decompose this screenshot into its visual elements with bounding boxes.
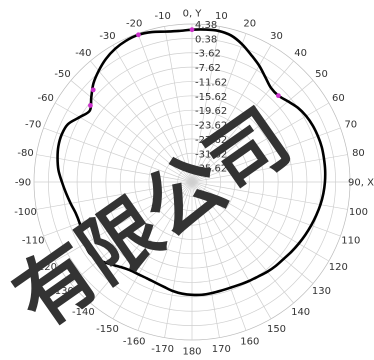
angle-tick-label: 0, Y — [183, 9, 203, 20]
grid-spoke — [191, 181, 330, 262]
grid-spoke — [191, 33, 247, 183]
radial-tick-label: -11.62 — [195, 77, 227, 88]
angle-tick-label: -10 — [154, 11, 170, 22]
radial-tick-label: 0.38 — [195, 34, 217, 45]
angle-tick-label: 130 — [312, 286, 331, 297]
series-layer — [56, 28, 327, 297]
radial-tick-label: -15.62 — [195, 92, 227, 103]
angle-tick-label: -170 — [151, 344, 174, 355]
angle-tick-label: -160 — [123, 336, 146, 347]
grid-spoke — [191, 26, 220, 183]
angle-tick-label: 170 — [212, 344, 231, 355]
angle-tick-label: -80 — [17, 148, 33, 159]
grid-spoke — [191, 44, 272, 183]
radial-tick-label: -35.62 — [195, 164, 227, 175]
grid-spoke — [191, 181, 314, 284]
grid-spoke — [36, 154, 193, 183]
angle-tick-label: 90, X — [348, 178, 374, 189]
data-marker — [275, 93, 281, 99]
angle-tick-label: -110 — [22, 235, 45, 246]
grid-spoke — [191, 60, 294, 183]
angle-tick-label: -90 — [15, 178, 31, 189]
angle-tick-label: 140 — [291, 307, 310, 318]
radial-tick-label: -31.62 — [195, 149, 227, 160]
pattern-trace — [56, 28, 327, 297]
grid-spoke — [54, 181, 193, 262]
radial-tick-label: 4.38 — [195, 20, 217, 31]
data-marker — [90, 87, 96, 93]
grid-spoke — [43, 181, 193, 237]
grid-spoke — [54, 102, 193, 183]
radial-tick-label: -19.62 — [195, 106, 227, 117]
angle-labels: 0, Y 10 20 30 40 50 60 70 80 90, X 100 110 120 130140… — [14, 9, 374, 358]
angle-tick-label: 180 — [182, 347, 201, 358]
radial-tick-label: -3.62 — [195, 49, 221, 60]
radial-tick-labels: 4.38 0.38 -3.62 -7.62 -11.62 -15.62 -19.62 -23.… — [195, 20, 227, 175]
angle-tick-label: 50 — [315, 69, 328, 80]
angle-tick-label: 150 — [267, 324, 286, 335]
angle-tick-label: 100 — [349, 207, 368, 218]
polar-grid — [33, 23, 351, 341]
data-marker — [136, 32, 141, 38]
angle-tick-label: -150 — [96, 324, 119, 335]
grid-spoke — [164, 26, 193, 183]
grid-spoke — [191, 181, 220, 338]
grid-spoke — [191, 127, 341, 183]
grid-spoke — [43, 127, 193, 183]
angle-tick-label: -100 — [14, 207, 37, 218]
grid-spoke — [112, 181, 193, 320]
radial-tick-label: -7.62 — [195, 63, 221, 74]
angle-tick-label: 40 — [294, 48, 307, 59]
grid-spoke — [90, 60, 193, 183]
grid-spoke — [137, 33, 193, 183]
angle-tick-label: -140 — [72, 307, 95, 318]
data-marker — [88, 103, 93, 108]
grid-spoke — [191, 181, 247, 331]
radial-tick-label: -27.62 — [195, 135, 227, 146]
grid-spoke — [137, 181, 193, 331]
grid-spoke — [191, 181, 341, 237]
angle-tick-label: -60 — [37, 93, 53, 104]
grid-spoke — [90, 181, 193, 304]
grid-spoke — [36, 181, 193, 210]
angle-tick-label: -120 — [34, 262, 57, 273]
grid-spoke — [191, 80, 314, 183]
angle-tick-label: -50 — [54, 69, 70, 80]
angle-tick-label: 70 — [344, 120, 357, 131]
angle-tick-label: -70 — [25, 120, 41, 131]
angle-tick-label: -130 — [51, 286, 74, 297]
angle-tick-label: 30 — [270, 31, 283, 42]
angle-tick-label: -30 — [99, 31, 115, 42]
angle-tick-label: 120 — [329, 262, 348, 273]
angle-tick-label: 60 — [332, 93, 345, 104]
marker-layer — [88, 27, 281, 108]
grid-spoke — [191, 154, 348, 183]
angle-tick-label: -20 — [126, 19, 142, 30]
angle-tick-label: 110 — [341, 235, 360, 246]
angle-tick-label: 10 — [215, 11, 228, 22]
data-marker — [189, 27, 195, 33]
grid-spoke — [191, 181, 294, 304]
grid-spoke — [70, 181, 193, 284]
radial-tick-label: -23.62 — [195, 121, 227, 132]
angle-tick-label: -40 — [75, 48, 91, 59]
angle-tick-label: 20 — [243, 19, 256, 30]
angle-tick-label: 160 — [240, 336, 259, 347]
grid-spoke — [191, 181, 272, 320]
grid-spoke — [112, 44, 193, 183]
grid-spoke — [164, 181, 193, 338]
angle-tick-label: 80 — [352, 148, 365, 159]
